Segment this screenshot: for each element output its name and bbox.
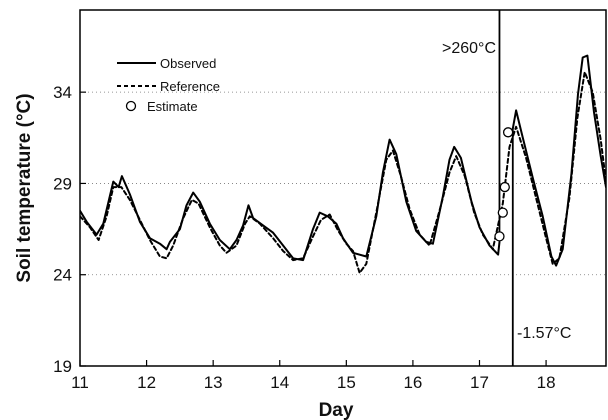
annotation-layer: >260°C -1.57°C <box>442 40 571 342</box>
plot-frame <box>79 9 607 367</box>
grid-layer <box>80 91 606 276</box>
y-tick-label-24: 24 <box>53 266 72 285</box>
x-tick-label-16: 16 <box>403 373 422 392</box>
annotation-high-temp: >260°C <box>442 40 496 57</box>
estimate-point-3 <box>499 181 510 193</box>
estimate-point-2 <box>497 207 508 218</box>
y-tick-label-29: 29 <box>53 174 72 193</box>
x-tick-label-18: 18 <box>537 373 556 392</box>
legend-reference-label: Reference <box>160 79 220 94</box>
x-tick-label-17: 17 <box>470 373 489 392</box>
series-line-observed <box>80 138 501 262</box>
x-axis-title: Day <box>319 400 354 420</box>
legend-observed-label: Observed <box>160 56 216 71</box>
y-tick-label-34: 34 <box>53 83 72 102</box>
x-tick-label-15: 15 <box>337 373 356 392</box>
estimate-point-1 <box>494 231 505 242</box>
x-tick-label-12: 12 <box>137 373 156 392</box>
axis-layer: 19 24 29 34 11 12 13 14 15 16 17 18 <box>53 83 555 392</box>
legend-estimate-swatch <box>125 100 137 112</box>
legend: Observed Reference Estimate <box>117 56 220 114</box>
annotation-low-temp: -1.57°C <box>517 325 571 342</box>
estimate-marker-layer <box>494 127 514 242</box>
y-axis-title: Soil temperature (°C) <box>14 93 35 282</box>
x-tick-label-13: 13 <box>204 373 223 392</box>
series-line-observed-after <box>511 54 606 267</box>
estimate-point-4 <box>502 127 514 138</box>
y-tick-label-19: 19 <box>53 357 72 376</box>
series-line-reference <box>80 71 606 274</box>
x-tick-label-14: 14 <box>270 373 289 392</box>
x-tick-label-11: 11 <box>71 373 89 392</box>
vertical-marker-layer <box>498 10 514 366</box>
legend-estimate-label: Estimate <box>147 99 198 114</box>
series-layer <box>80 54 606 274</box>
